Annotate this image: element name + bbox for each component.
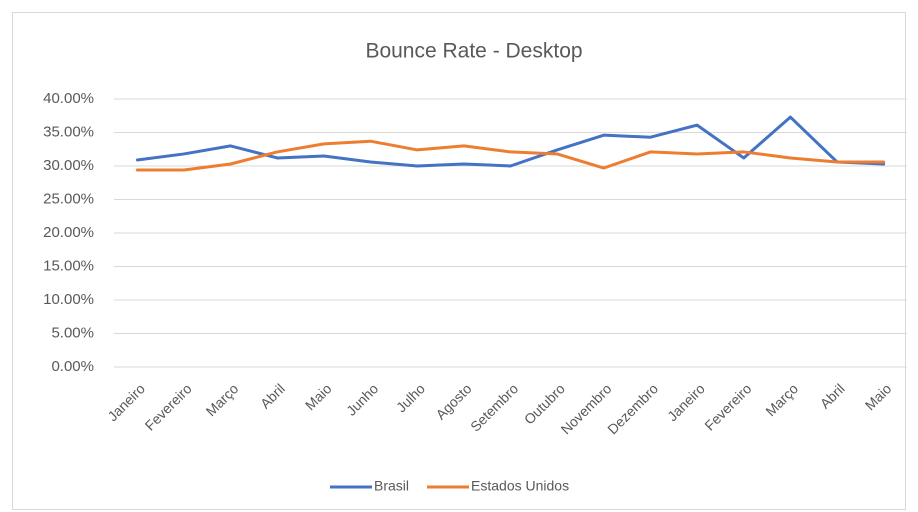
y-tick-label: 15.00% bbox=[43, 257, 94, 274]
y-tick-label: 10.00% bbox=[43, 291, 94, 308]
y-tick-label: 35.00% bbox=[43, 123, 94, 140]
line-series bbox=[135, 139, 886, 172]
y-tick-label: 40.00% bbox=[43, 90, 94, 107]
y-tick-label: 20.00% bbox=[43, 224, 94, 241]
line-series bbox=[135, 115, 886, 168]
legend-label: Estados Unidos bbox=[471, 478, 569, 494]
y-tick-label: 30.00% bbox=[43, 157, 94, 174]
y-tick-label: 25.00% bbox=[43, 190, 94, 207]
y-tick-label: 0.00% bbox=[51, 358, 94, 375]
legend-label: Brasil bbox=[374, 478, 409, 494]
chart-border bbox=[12, 12, 906, 510]
y-tick-label: 5.00% bbox=[51, 324, 94, 341]
chart-title: Bounce Rate - Desktop bbox=[365, 40, 582, 63]
